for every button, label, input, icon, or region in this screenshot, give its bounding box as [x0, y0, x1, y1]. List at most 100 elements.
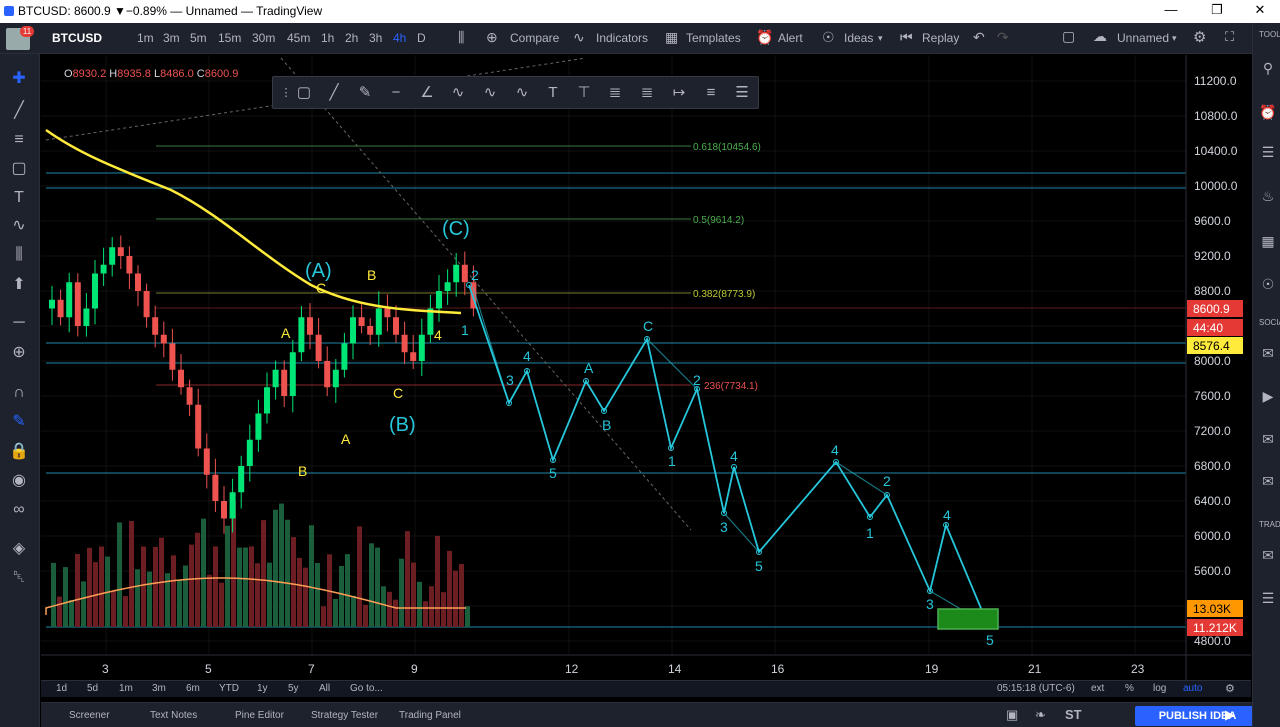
interval-4h[interactable]: 4h [393, 31, 407, 45]
elliott-wave-12345-icon[interactable]: ∿ [483, 84, 497, 101]
tab-pine-editor[interactable]: Pine Editor [235, 710, 284, 721]
range-6m[interactable]: 6m [186, 683, 200, 694]
camera-icon[interactable]: ▣ [1006, 707, 1019, 722]
prediction-icon[interactable]: ⫼ [15, 246, 23, 263]
interval-3h[interactable]: 3h [369, 31, 383, 45]
stocktwits-icon[interactable]: ST [1065, 707, 1082, 722]
rectangle-icon[interactable]: ▢ [11, 160, 27, 177]
range-1d[interactable]: 1d [56, 683, 68, 694]
dom-icon[interactable]: ☰ [1261, 590, 1275, 606]
chevron-down-icon[interactable]: ▾ [878, 33, 883, 43]
text-tool-icon[interactable]: T [14, 189, 24, 206]
text-anchored-icon[interactable]: ⊤ [577, 84, 591, 101]
alarm-clock-icon[interactable]: ⏰ [1259, 104, 1277, 120]
templates-button[interactable]: Templates [686, 31, 741, 45]
watchlist-icon[interactable]: ☰ [1261, 144, 1275, 160]
search-icon[interactable]: ⚲ [1262, 60, 1274, 76]
gear-icon[interactable]: ⚙ [1193, 29, 1207, 46]
pitchfork-icon[interactable]: ≡ [706, 84, 716, 101]
undo-icon[interactable]: ↶ [973, 29, 985, 45]
notifications-icon[interactable]: ✉ [1262, 473, 1274, 489]
interval-d[interactable]: D [417, 31, 426, 45]
trash-icon[interactable]: ␡ [12, 569, 26, 586]
replay-icon[interactable]: ⏮ [900, 29, 913, 45]
redo-icon[interactable]: ↷ [997, 29, 1009, 45]
angle-icon[interactable]: ∠ [420, 84, 434, 101]
chart-area[interactable]: 0.618(10454.6) 0.5(9614.2) 0.382(8773.9) 23… [41, 55, 1251, 681]
ideas-button[interactable]: Ideas [844, 31, 874, 45]
interval-15m[interactable]: 15m [218, 31, 242, 45]
range-5y[interactable]: 5y [288, 683, 299, 694]
text-icon[interactable]: T [548, 84, 558, 101]
fullscreen-square-icon[interactable]: ▢ [1062, 28, 1076, 44]
replay-button[interactable]: Replay [922, 31, 960, 45]
interval-1h[interactable]: 1h [321, 31, 335, 45]
horizontal-line-icon[interactable]: − [391, 84, 401, 101]
percent-scale-toggle[interactable]: % [1125, 683, 1134, 694]
indicators-icon[interactable]: ∿ [573, 29, 585, 45]
interval-2h[interactable]: 2h [345, 31, 359, 45]
candles-icon[interactable]: ⫼ [458, 29, 465, 45]
expand-icon[interactable]: ⛶ [1225, 29, 1235, 44]
interval-3m[interactable]: 3m [163, 31, 180, 45]
templates-icon[interactable]: ▦ [665, 29, 679, 45]
tab-screener[interactable]: Screener [69, 710, 110, 721]
range-all[interactable]: All [319, 683, 331, 694]
price-chart[interactable]: 0.618(10454.6)0.5(9614.2)0.382(8773.9)23… [41, 55, 1251, 681]
layout-name-button[interactable]: Unnamed [1117, 31, 1170, 45]
crosshair-icon[interactable]: ✚ [12, 70, 26, 87]
tab-text-notes[interactable]: Text Notes [150, 710, 198, 721]
indicators-button[interactable]: Indicators [596, 31, 649, 45]
interval-30m[interactable]: 30m [252, 31, 276, 45]
range-1y[interactable]: 1y [257, 683, 268, 694]
compare-button[interactable]: Compare [510, 31, 560, 45]
interval-1m[interactable]: 1m [137, 31, 154, 45]
magnet-icon[interactable]: ∩ [13, 384, 25, 401]
interval-45m[interactable]: 45m [287, 31, 311, 45]
go-to-date[interactable]: Go to... [350, 683, 383, 694]
line-icon[interactable]: ╱ [329, 84, 339, 101]
range-1m[interactable]: 1m [119, 683, 133, 694]
streams-icon[interactable]: ▶ [1262, 388, 1274, 404]
close-button[interactable]: ✕ [1254, 2, 1266, 17]
trend-line-icon[interactable]: ╱ [14, 102, 24, 119]
messages-icon[interactable]: ✉ [1262, 431, 1274, 447]
ruler-icon[interactable]: ─ [13, 314, 25, 331]
menu-icon[interactable]: ☰ [735, 84, 749, 101]
lock-icon[interactable]: 🔒 [9, 443, 29, 460]
arrow-up-icon[interactable]: ⬆ [12, 276, 26, 293]
compare-icon[interactable]: ⊕ [486, 29, 498, 45]
layout-chevron-down-icon[interactable]: ▾ [1172, 33, 1177, 43]
clock-time[interactable]: 05:15:18 (UTC-6) [997, 683, 1075, 694]
zoom-in-icon[interactable]: ⊕ [12, 344, 26, 361]
elliott-wave-ace-icon[interactable]: ∿ [515, 84, 529, 101]
restore-button[interactable]: ❐ [1211, 2, 1223, 17]
fib-extension-icon[interactable]: ≣ [640, 84, 654, 101]
fib-retracement-icon[interactable]: ≡ [14, 131, 24, 148]
axis-settings-gear-icon[interactable]: ⚙ [1225, 683, 1235, 695]
pattern-icon[interactable]: ∿ [12, 217, 26, 234]
alert-icon[interactable]: ⏰ [756, 29, 774, 45]
minimize-button[interactable]: — [1164, 2, 1178, 17]
elliott-wave-abc-icon[interactable]: ∿ [451, 84, 465, 101]
link-icon[interactable]: ∞ [13, 501, 25, 518]
drag-handle-icon[interactable]: ⋮ [280, 87, 292, 99]
pen-icon[interactable]: ✎ [358, 84, 372, 101]
layers-icon[interactable]: ◈ [12, 540, 26, 557]
measure-icon[interactable]: ↦ [672, 84, 686, 101]
log-scale-toggle[interactable]: log [1153, 683, 1167, 694]
range-3m[interactable]: 3m [152, 683, 166, 694]
trading-chat-icon[interactable]: ✉ [1262, 547, 1274, 563]
alert-button[interactable]: Alert [778, 31, 803, 45]
interval-5m[interactable]: 5m [190, 31, 207, 45]
tab-strategy-tester[interactable]: Strategy Tester [311, 710, 379, 721]
tab-trading-panel[interactable]: Trading Panel [399, 710, 461, 721]
stay-in-drawing-mode-icon[interactable]: ✎ [12, 413, 26, 430]
range-ytd[interactable]: YTD [219, 683, 239, 694]
cloud-icon[interactable]: ☁ [1093, 28, 1107, 44]
chat-icon[interactable]: ✉ [1262, 345, 1274, 361]
play-icon[interactable]: ▶ [1225, 707, 1235, 722]
auto-scale-toggle[interactable]: auto [1183, 683, 1203, 694]
symbol-search[interactable]: BTCUSD [52, 31, 102, 45]
ideas-bulb-icon[interactable]: ☉ [1261, 276, 1275, 292]
